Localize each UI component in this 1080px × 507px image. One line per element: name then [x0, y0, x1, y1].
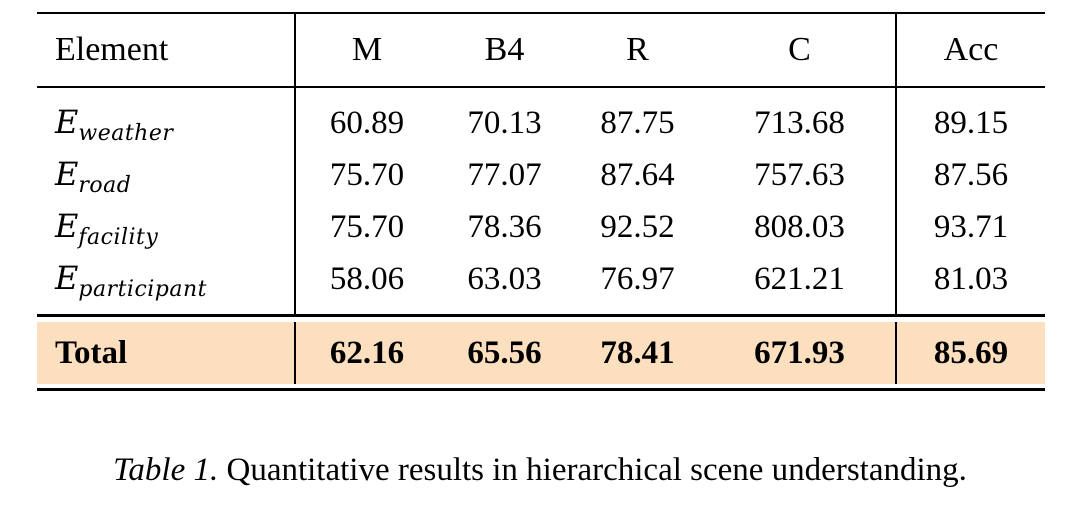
- cell-weather-m: 60.89: [294, 87, 438, 149]
- cell-participant-c: 621.21: [704, 253, 896, 317]
- cell-facility-c: 808.03: [754, 208, 845, 245]
- cell-participant-acc: 81.03: [895, 253, 1045, 317]
- total-label: Total: [37, 322, 295, 384]
- row-label-symbol: E: [55, 103, 79, 141]
- table-row-road: Eroad 75.70 77.07 87.64 757.63 87.56: [37, 149, 1045, 201]
- row-label-subscript: facility: [78, 225, 159, 250]
- cell-total-m: 62.16: [294, 322, 438, 384]
- cell-participant-r: 76.97: [571, 253, 704, 317]
- col-header-m: M: [294, 12, 438, 88]
- table-body: Eweather 60.89 70.13 87.75 713.68 89.15 …: [37, 87, 1045, 391]
- results-table: Element M B4 R C Acc Eweather 60.89 70.1…: [37, 12, 1045, 391]
- header-row: Element M B4 R C Acc: [37, 12, 1045, 88]
- cell-road-m: 75.70: [294, 149, 438, 201]
- caption-label: Table 1.: [113, 452, 219, 488]
- cell-participant-b4: 63.03: [438, 253, 571, 317]
- col-header-b4: B4: [438, 12, 571, 88]
- row-label-subscript: road: [78, 173, 132, 198]
- col-header-element: Element: [37, 12, 295, 88]
- row-label-participant: Eparticipant: [37, 253, 295, 317]
- caption-text: Quantitative results in hierarchical sce…: [218, 452, 967, 488]
- cell-weather-c: 713.68: [754, 104, 845, 141]
- cell-facility-r: 92.52: [600, 208, 675, 245]
- table-caption: Table 1. Quantitative results in hierarc…: [0, 448, 1080, 492]
- cell-weather-r: 87.75: [600, 104, 675, 141]
- cell-road-b4: 77.07: [467, 156, 542, 193]
- table-row-participant: Eparticipant 58.06 63.03 76.97 621.21 81…: [37, 253, 1045, 317]
- cell-road-acc: 87.56: [895, 149, 1045, 201]
- row-label-symbol: E: [55, 207, 79, 245]
- cell-total-r: 78.41: [571, 322, 704, 384]
- cell-total-acc: 85.69: [895, 322, 1045, 384]
- cell-road-c: 757.63: [754, 156, 845, 193]
- cell-total-b4: 65.56: [438, 322, 571, 384]
- col-header-c: C: [704, 12, 896, 88]
- table-header: Element M B4 R C Acc: [37, 12, 1045, 88]
- cell-weather-acc: 89.15: [895, 87, 1045, 149]
- cell-weather-b4: 70.13: [467, 104, 542, 141]
- row-label-road: Eroad: [37, 149, 295, 201]
- cell-road-r: 87.64: [600, 156, 675, 193]
- bottom-rule-gap: [37, 384, 1045, 391]
- row-label-symbol: E: [55, 259, 79, 297]
- col-header-r: R: [571, 12, 704, 88]
- cell-facility-acc: 93.71: [895, 201, 1045, 253]
- row-label-facility: Efacility: [37, 201, 295, 253]
- row-label-subscript: participant: [78, 277, 208, 302]
- table-row-total: Total 62.16 65.56 78.41 671.93 85.69: [37, 322, 1045, 384]
- table-row-facility: Efacility 75.70 78.36 92.52 808.03 93.71: [37, 201, 1045, 253]
- cell-facility-m: 75.70: [294, 201, 438, 253]
- cell-participant-m: 58.06: [294, 253, 438, 317]
- cell-facility-b4: 78.36: [467, 208, 542, 245]
- table-row-weather: Eweather 60.89 70.13 87.75 713.68 89.15: [37, 87, 1045, 149]
- col-header-acc: Acc: [895, 12, 1045, 88]
- row-label-symbol: E: [55, 155, 79, 193]
- row-label-subscript: weather: [78, 121, 174, 146]
- cell-total-c: 671.93: [704, 322, 896, 384]
- row-label-weather: Eweather: [37, 87, 295, 149]
